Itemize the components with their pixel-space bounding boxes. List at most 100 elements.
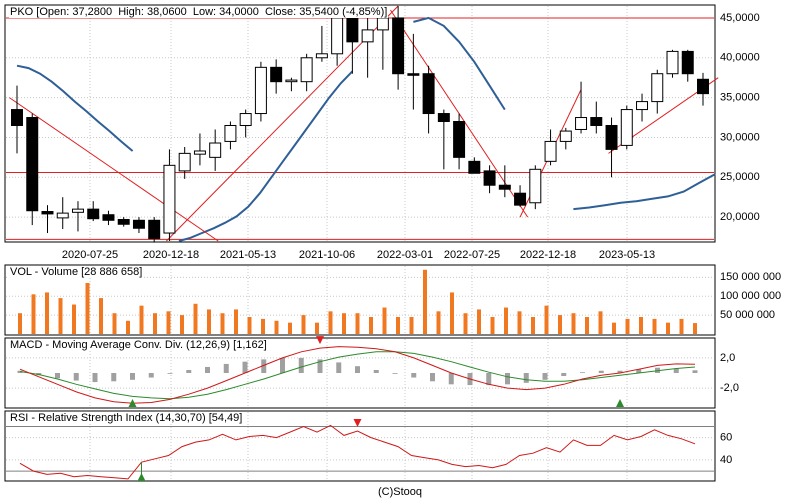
candle-body	[498, 184, 511, 190]
volume-bar	[585, 317, 589, 334]
macd-histogram-bar	[205, 366, 210, 373]
candle-body	[270, 66, 283, 83]
candle-body	[590, 117, 603, 126]
trend-line	[9, 97, 219, 242]
volume-bar	[18, 313, 22, 334]
volume-bar	[693, 323, 697, 334]
macd-y-tick-label: -2,0	[720, 382, 739, 394]
price-chart	[6, 5, 719, 243]
candle-body	[681, 50, 694, 75]
volume-bar	[369, 317, 373, 334]
x-tick-label: 2020-12-18	[143, 249, 199, 261]
rsi-y-tick-label: 60	[720, 432, 732, 444]
macd-histogram-bar	[430, 373, 435, 382]
macd-histogram-bar	[298, 357, 304, 373]
volume-y-tick-label: 100 000 000	[720, 290, 781, 302]
macd-buy-arrow-icon	[616, 399, 624, 407]
volume-bar	[409, 317, 414, 334]
candle-body	[346, 17, 359, 43]
candle-body	[148, 219, 161, 240]
macd-histogram-bar	[242, 361, 248, 373]
macd-histogram-bar	[223, 363, 229, 373]
candle-body	[559, 130, 572, 142]
macd-histogram-bar	[411, 373, 417, 378]
price-y-tick-label: 30,0000	[720, 131, 760, 143]
macd-y-tick-label: 2,0	[720, 352, 735, 364]
macd-sell-arrow-icon	[316, 336, 324, 345]
macd-panel-frame	[4, 337, 716, 409]
macd-histogram-bar	[392, 373, 398, 374]
rsi-chart-title: RSI - Relative Strength Index (14,30,70)…	[9, 412, 244, 424]
candle-body	[407, 73, 420, 76]
macd-histogram-bar	[167, 373, 173, 374]
volume-bar	[531, 317, 535, 334]
volume-bar	[153, 313, 157, 334]
volume-bar	[396, 317, 400, 334]
volume-bar	[450, 292, 454, 334]
macd-signal-line	[19, 351, 696, 400]
macd-histogram-bar	[186, 369, 192, 373]
volume-y-tick-label: 50 000 000	[720, 309, 775, 321]
macd-histogram-bar	[486, 373, 492, 386]
volume-bar	[463, 313, 468, 334]
candle-body	[575, 117, 588, 130]
volume-bar	[517, 311, 522, 334]
rsi-sell-arrow-icon	[353, 418, 362, 427]
moving-average-line	[573, 173, 716, 211]
candle-body	[193, 150, 206, 155]
candle-body	[224, 124, 237, 142]
macd-histogram-bar	[280, 357, 285, 373]
candle-body	[392, 17, 405, 75]
volume-bar	[342, 313, 346, 334]
volume-chart	[18, 269, 697, 334]
x-tick-label: 2022-12-18	[520, 249, 576, 261]
macd-histogram-bar	[73, 373, 79, 381]
volume-bar	[301, 315, 306, 334]
candle-body	[697, 78, 709, 95]
candle-body	[514, 192, 527, 206]
macd-histogram-bar	[111, 373, 117, 382]
price-y-tick-label: 25,0000	[720, 171, 760, 183]
volume-bar	[612, 322, 616, 334]
candle-body	[285, 79, 298, 83]
moving-average-line	[413, 16, 506, 111]
candle-body	[26, 117, 39, 212]
candle-body	[41, 211, 54, 215]
price-panel-frame	[4, 4, 716, 243]
macd-histogram-bar	[130, 373, 135, 380]
volume-bar	[315, 322, 319, 334]
macd-histogram-bar	[355, 366, 360, 373]
volume-bar	[139, 305, 144, 334]
candle-body	[178, 152, 191, 172]
moving-average-line	[16, 64, 354, 242]
rsi-buy-arrow-icon	[137, 473, 146, 481]
x-tick-label: 2022-07-25	[444, 249, 500, 261]
candle-body	[453, 121, 466, 158]
volume-bar	[234, 309, 238, 334]
volume-bar	[58, 298, 63, 334]
macd-buy-arrow-icon	[128, 399, 137, 407]
macd-histogram-bar	[448, 373, 454, 385]
volume-bar	[571, 313, 576, 334]
volume-bar	[85, 283, 90, 334]
candle-body	[529, 168, 542, 204]
grid-lines	[6, 6, 714, 480]
candle-body	[331, 17, 344, 55]
macd-histogram-bar	[692, 370, 698, 373]
volume-bar	[652, 318, 657, 334]
axis-labels: 2020-07-25 2020-12-18 2021-05-13 2021-10-06…	[62, 12, 781, 466]
macd-histogram-bar	[598, 370, 604, 373]
candle-body	[605, 124, 618, 150]
volume-y-tick-label: 150 000 000	[720, 271, 781, 283]
price-y-tick-label: 45,0000	[720, 12, 760, 24]
rsi-y-tick-label: 40	[720, 454, 732, 466]
x-tick-label: 2022-03-01	[377, 249, 433, 261]
candle-body	[163, 164, 176, 234]
candle-body	[209, 142, 222, 158]
volume-bar	[31, 294, 36, 334]
candle-body	[620, 109, 633, 146]
footer-copyright: (C)Stooq	[377, 486, 423, 498]
x-tick-label: 2021-10-06	[299, 249, 355, 261]
volume-bar	[666, 322, 670, 334]
